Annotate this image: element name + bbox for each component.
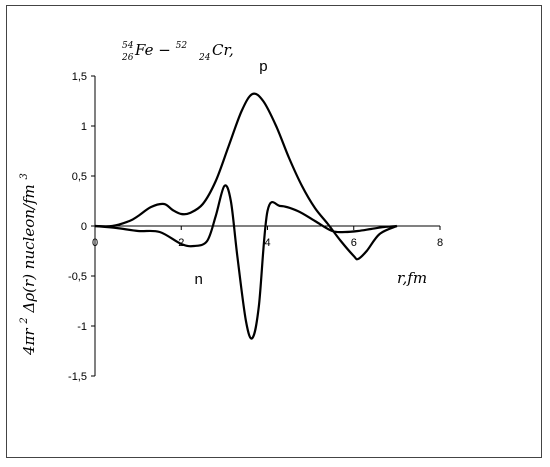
series-line-n	[94, 184, 397, 340]
series-label-n: n	[195, 271, 203, 288]
title-a-sym: Fe	[134, 41, 154, 59]
title-a-mass: 54	[122, 41, 134, 51]
series-line-p	[94, 92, 398, 261]
y-tick-label: -1	[77, 321, 87, 333]
series-label-p: p	[259, 58, 267, 75]
x-tick-label: 4	[264, 237, 270, 249]
y-tick-label: 0,5	[72, 171, 87, 183]
title-b-mass: 52	[176, 41, 188, 51]
y-axis-label: 4πr 2 Δρ(r) nucleon/fm 3	[13, 173, 38, 356]
title-separator: −	[158, 41, 175, 59]
title-b-sym: Cr,	[212, 41, 234, 59]
x-tick-label: 8	[437, 237, 443, 249]
x-tick-label: 0	[92, 237, 98, 249]
title-b-z: 24	[198, 53, 211, 63]
y-tick-label: -1,5	[68, 371, 87, 383]
y-tick-label: 1,5	[72, 71, 87, 83]
y-tick-label: 1	[81, 121, 87, 133]
y-tick-label: 0	[81, 221, 87, 233]
x-tick-label: 6	[351, 237, 357, 249]
y-tick-label: -0,5	[68, 271, 87, 283]
x-axis-label: r,fm	[397, 269, 427, 287]
chart-title: 54 26 Fe − 52 24 Cr,	[121, 34, 234, 64]
chart-frame	[6, 5, 542, 458]
title-a-z: 26	[121, 53, 134, 63]
